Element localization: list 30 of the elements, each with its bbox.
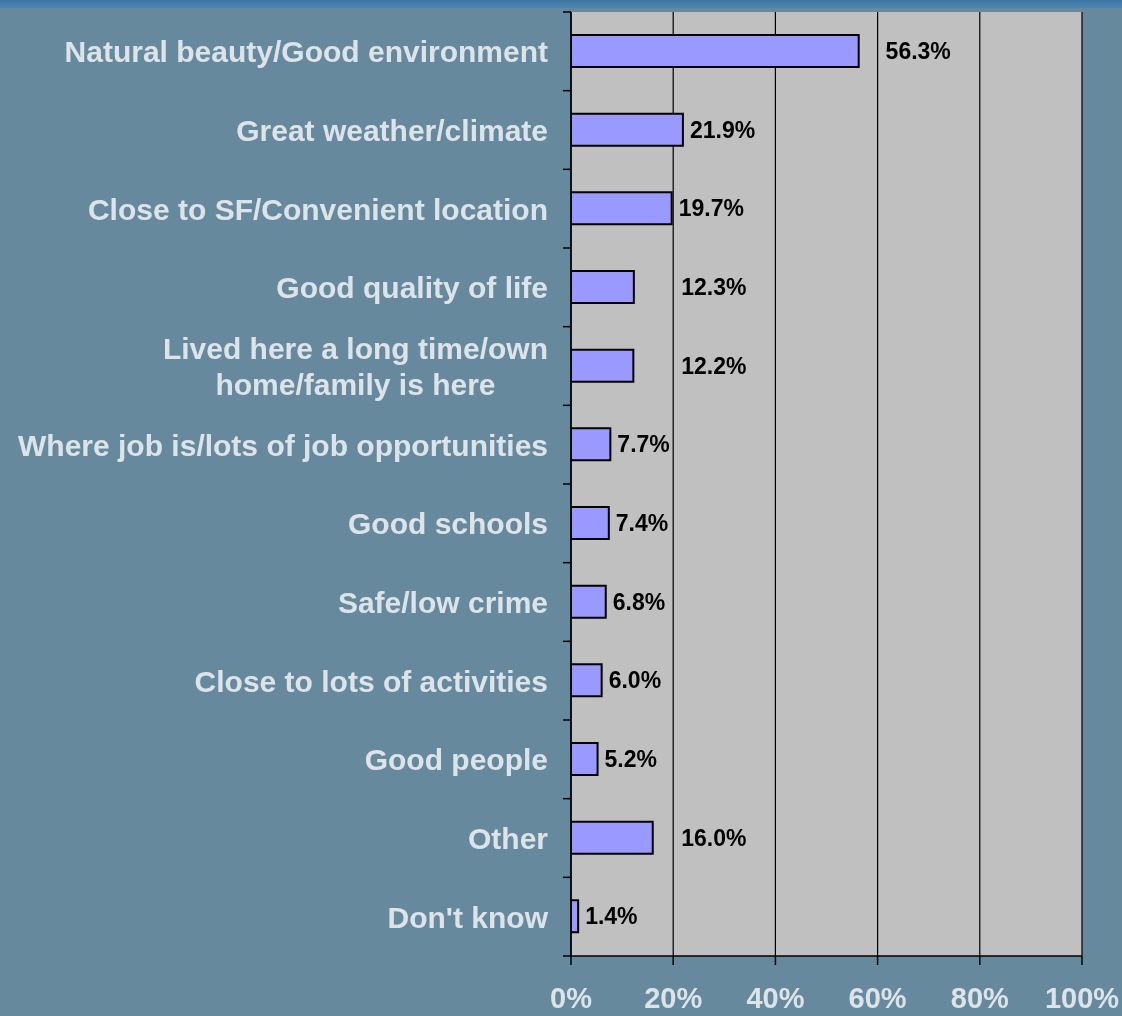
data-label: 7.4% <box>615 510 669 536</box>
data-label: 16.0% <box>681 824 747 851</box>
x-tick-label: 60% <box>848 981 907 1014</box>
data-label: 56.3% <box>885 38 951 64</box>
y-tick-label: Good quality of life <box>276 270 548 304</box>
data-label: 21.9% <box>689 116 756 143</box>
y-tick-label: Close to lots of activities <box>194 664 549 698</box>
data-label: 7.7% <box>617 431 670 458</box>
y-tick-label: Good schools <box>347 506 548 540</box>
data-label: 19.7% <box>678 195 744 222</box>
y-tick-label: Lived here a long time/own home/family is here <box>162 331 549 401</box>
y-tick-label: Good people <box>364 742 548 776</box>
data-label: 5.2% <box>604 746 658 772</box>
x-tick-label: 80% <box>950 981 1010 1014</box>
data-label: 12.3% <box>681 274 747 300</box>
x-tick-label: 40% <box>746 981 805 1014</box>
y-tick-label: Great weather/climate <box>236 113 548 147</box>
data-label: 12.2% <box>681 352 747 379</box>
y-tick-label: Natural beauty/Good environment <box>64 34 549 68</box>
y-tick-label: Where job is/lots of job opportunities <box>18 428 548 462</box>
y-tick-label: Don't know <box>387 900 549 934</box>
x-tick-label: 100% <box>1044 981 1120 1014</box>
data-label: 6.0% <box>608 667 662 694</box>
y-tick-label: Close to SF/Convenient location <box>87 192 549 226</box>
x-tick-label: 20% <box>644 981 703 1014</box>
y-tick-label: Other <box>467 821 549 855</box>
y-tick-label: Safe/low crime <box>337 585 548 619</box>
data-label: 1.4% <box>585 903 638 930</box>
data-label: 6.8% <box>612 588 666 615</box>
x-tick-label: 0% <box>550 981 593 1014</box>
